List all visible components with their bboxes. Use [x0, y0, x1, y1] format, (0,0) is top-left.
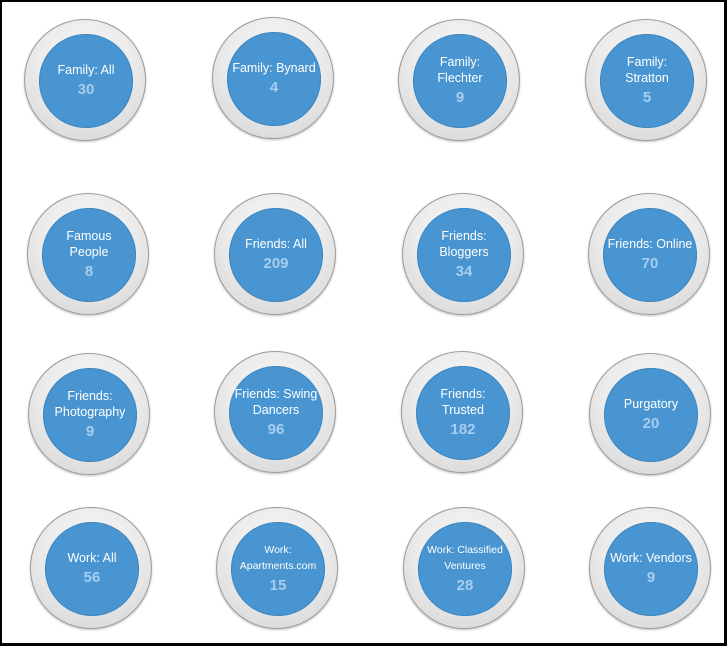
group-count: 34 [455, 263, 473, 280]
group-label: Work: Classified Ventures [427, 544, 503, 572]
group-count: 9 [646, 569, 656, 586]
group-count: 30 [77, 81, 95, 98]
group-count: 209 [263, 255, 289, 272]
group-count: 15 [269, 577, 287, 594]
group-count: 8 [84, 263, 94, 280]
group-friends-photography[interactable]: Friends: Photography 9 [28, 353, 150, 475]
group-circle-fill: Work: Apartments.com 15 [231, 522, 325, 616]
group-label: Famous People [66, 229, 112, 259]
group-label: Friends: All [245, 237, 307, 251]
group-circle-fill: Friends: Online 70 [603, 208, 697, 302]
group-label: Friends: Swing Dancers [234, 387, 318, 417]
group-friends-trusted[interactable]: Friends: Trusted 182 [401, 351, 523, 473]
group-circle-fill: Famous People 8 [42, 208, 136, 302]
group-circle-fill: Friends: Bloggers 34 [417, 208, 511, 302]
group-count: 9 [85, 423, 95, 440]
group-count: 56 [83, 569, 101, 586]
group-circle-fill: Friends: Photography 9 [43, 368, 137, 462]
group-count: 182 [450, 421, 476, 438]
group-family-all[interactable]: Family: All 30 [24, 19, 146, 141]
group-family-bynard[interactable]: Family: Bynard 4 [212, 17, 334, 139]
group-count: 70 [641, 255, 659, 272]
group-friends-all[interactable]: Friends: All 209 [214, 193, 336, 315]
group-count: 4 [269, 79, 279, 96]
group-label: Work: All [67, 551, 117, 565]
group-circle-fill: Work: Classified Ventures 28 [418, 522, 512, 616]
group-friends-bloggers[interactable]: Friends: Bloggers 34 [402, 193, 524, 315]
group-count: 96 [267, 421, 285, 438]
group-work-classified-ventures[interactable]: Work: Classified Ventures 28 [403, 507, 525, 629]
group-count: 20 [642, 415, 660, 432]
group-circle-fill: Family: Stratton 5 [600, 34, 694, 128]
group-family-stratton[interactable]: Family: Stratton 5 [585, 19, 707, 141]
group-label: Family: Stratton [625, 55, 669, 85]
group-count: 5 [642, 89, 652, 106]
group-label: Friends: Online [607, 237, 693, 251]
group-label: Work: Vendors [610, 551, 692, 565]
group-purgatory[interactable]: Purgatory 20 [589, 353, 711, 475]
group-work-apartments[interactable]: Work: Apartments.com 15 [216, 507, 338, 629]
group-circle-fill: Friends: Trusted 182 [416, 366, 510, 460]
group-friends-swing-dancers[interactable]: Friends: Swing Dancers 96 [214, 351, 336, 473]
group-circle-fill: Family: Flechter 9 [413, 34, 507, 128]
group-work-vendors[interactable]: Work: Vendors 9 [589, 507, 711, 629]
group-label: Family: All [57, 63, 115, 77]
group-label: Friends: Bloggers [439, 229, 489, 259]
group-family-flechter[interactable]: Family: Flechter 9 [398, 19, 520, 141]
group-label: Family: Bynard [232, 61, 316, 75]
group-circle-fill: Family: Bynard 4 [227, 32, 321, 126]
group-famous-people[interactable]: Famous People 8 [27, 193, 149, 315]
group-label: Friends: Photography [54, 389, 126, 419]
group-count: 28 [456, 577, 474, 594]
group-label: Friends: Trusted [440, 387, 486, 417]
group-work-all[interactable]: Work: All 56 [30, 507, 152, 629]
group-circle-fill: Work: All 56 [45, 522, 139, 616]
group-label: Family: Flechter [437, 55, 483, 85]
group-friends-online[interactable]: Friends: Online 70 [588, 193, 710, 315]
group-circle-fill: Friends: Swing Dancers 96 [229, 366, 323, 460]
group-label: Work: Apartments.com [239, 544, 317, 572]
group-circle-fill: Purgatory 20 [604, 368, 698, 462]
group-circle-fill: Friends: All 209 [229, 208, 323, 302]
group-circle-fill: Work: Vendors 9 [604, 522, 698, 616]
group-count: 9 [455, 89, 465, 106]
group-circle-fill: Family: All 30 [39, 34, 133, 128]
group-label: Purgatory [623, 397, 679, 411]
